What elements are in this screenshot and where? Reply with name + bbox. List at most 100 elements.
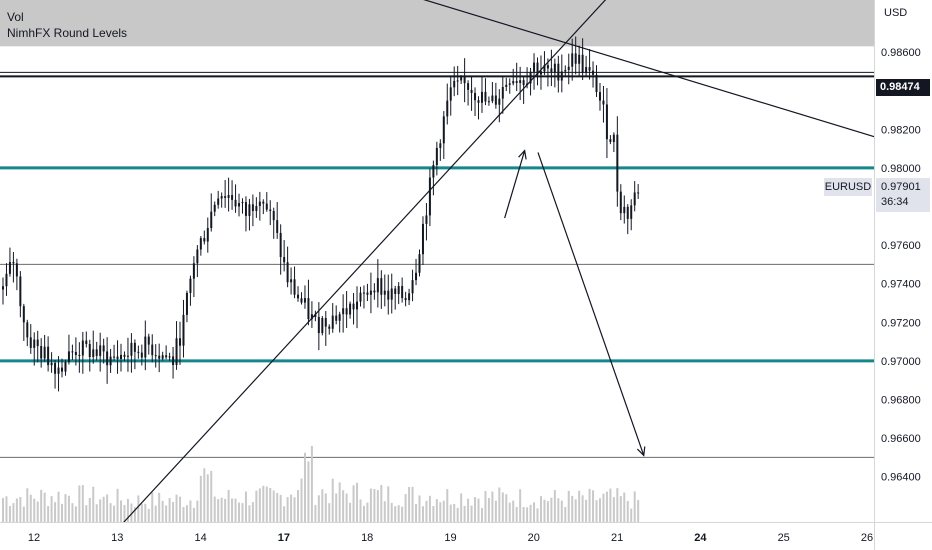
volume-bar [297, 490, 300, 522]
volume-bar [133, 507, 136, 522]
candle-body [546, 65, 549, 69]
candle-body [175, 338, 178, 366]
price-tick-label: 0.97200 [881, 317, 921, 329]
candle-body [5, 273, 8, 287]
volume-bar [231, 498, 234, 522]
candle-body [19, 276, 22, 307]
candle-body [192, 263, 195, 279]
volume-bar [85, 505, 88, 522]
candle-body [234, 199, 237, 207]
candle-body [630, 205, 633, 219]
volume-bar [421, 506, 424, 522]
arrow-head [636, 446, 646, 457]
volume-bar [244, 491, 247, 522]
candle-body [505, 84, 508, 87]
candle-body [609, 139, 612, 142]
volume-bar [147, 508, 150, 522]
volume-legend-label[interactable]: Vol [7, 10, 24, 24]
volume-bar [328, 503, 331, 522]
volume-bar [623, 492, 626, 522]
candle-body [57, 367, 60, 374]
candle-body [317, 316, 320, 334]
candle-body [585, 67, 588, 73]
volume-bar [564, 506, 567, 522]
candle-body [2, 286, 4, 290]
candle-body [397, 285, 400, 295]
volume-bar [26, 488, 29, 522]
candle-body [106, 351, 109, 366]
volume-bar [394, 506, 397, 522]
volume-bar [508, 502, 511, 522]
volume-bar [501, 492, 504, 522]
trendline [423, 0, 874, 138]
candle-body [508, 83, 511, 85]
volume-bar [165, 505, 168, 522]
candle-body [283, 257, 286, 263]
candle-body [602, 100, 605, 105]
volume-bar [262, 485, 265, 522]
candle-body [574, 53, 577, 64]
candle-body [120, 354, 123, 359]
time-axis-ticks[interactable]: 12 13 14 17 18 19 20 21 24 25 26 [0, 523, 874, 550]
volume-bar [522, 506, 525, 522]
candle-body [43, 346, 46, 359]
candle-body [161, 355, 164, 359]
volume-bar [352, 485, 355, 522]
volume-bar [474, 497, 477, 522]
volume-bar [536, 508, 539, 522]
candle-body [220, 196, 223, 199]
candle-body [467, 83, 470, 90]
last-price-value: 0.97901 [881, 181, 921, 193]
candle-body [536, 62, 539, 75]
candle-body [133, 342, 136, 352]
candle-body [359, 292, 362, 302]
volume-bar [571, 495, 574, 522]
volume-bar [116, 488, 119, 522]
candle-body [401, 285, 404, 299]
candle-body [130, 342, 133, 356]
volume-bar [283, 506, 286, 522]
price-tick-label: 0.96800 [881, 394, 921, 406]
candle-body [421, 223, 424, 255]
time-axis[interactable]: 12 13 14 17 18 19 20 21 24 25 26 [0, 522, 874, 550]
candle-body [78, 354, 81, 356]
candle-body [210, 211, 213, 229]
candle-body [512, 81, 515, 84]
volume-bar [560, 500, 563, 522]
volume-bar [626, 500, 629, 522]
volume-bar [411, 486, 414, 522]
axis-corner [874, 522, 932, 550]
candle-body [140, 352, 143, 358]
volume-bar [126, 498, 129, 522]
plot-area[interactable] [0, 0, 874, 522]
volume-bar [553, 490, 556, 522]
volume-bar [140, 503, 143, 522]
volume-bar [519, 489, 522, 522]
volume-bar [321, 489, 324, 522]
candle-body [26, 322, 29, 338]
volume-bar [199, 475, 202, 522]
candle-body [36, 339, 39, 347]
candle-body [102, 345, 105, 352]
volume-bar [203, 468, 206, 522]
candle-body [196, 249, 199, 264]
volume-bar [324, 493, 327, 522]
volume-bar [463, 506, 466, 522]
volume-bar [602, 493, 605, 522]
volume-bar [99, 499, 102, 522]
candle-body [29, 337, 32, 348]
candle-body [474, 92, 477, 101]
arrow-shaft [504, 150, 526, 219]
candle-body [109, 356, 112, 366]
candle-body [543, 65, 546, 72]
volume-bar [498, 487, 501, 522]
indicator-legend-label[interactable]: NimhFX Round Levels [7, 26, 128, 40]
volume-bar [241, 503, 244, 522]
candle-body [578, 54, 581, 64]
volume-bar [12, 503, 15, 522]
price-chart[interactable] [0, 0, 874, 522]
volume-bar [592, 490, 595, 522]
candle-body [303, 298, 306, 303]
volume-bar [605, 491, 608, 522]
volume-bar [362, 505, 365, 522]
